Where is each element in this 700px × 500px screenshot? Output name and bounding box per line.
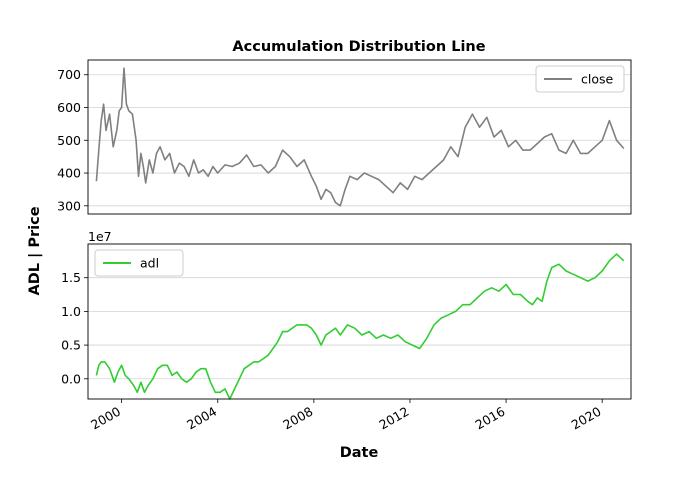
- adl-axes-frame: [87, 243, 632, 400]
- x-tick-label: 2012: [376, 404, 411, 433]
- close-legend-label: close: [581, 72, 614, 87]
- adl-y-tick-label: 0.5: [61, 338, 81, 353]
- price-axes-frame: [87, 59, 632, 215]
- close-series-line: [95, 67, 625, 207]
- adl-panel: 0.0 0.5 1.0 1.5 adl: [61, 243, 632, 400]
- x-tick-label: 2016: [473, 404, 508, 433]
- price-y-tick-label: 600: [57, 100, 81, 115]
- chart-title: Accumulation Distribution Line: [232, 39, 485, 55]
- price-panel: 300 400 500 600 700 close: [57, 59, 632, 215]
- x-tick-label: 2008: [280, 404, 315, 433]
- panels: 300 400 500 600 700 close 0.0 0.5 1.0 1.5 adl 2000 2…: [57, 59, 632, 433]
- price-legend: close: [535, 65, 625, 93]
- price-y-tick-label: 400: [57, 166, 81, 181]
- adl-offset-label: 1e7: [88, 229, 112, 244]
- y-axis-title: ADL | Price: [27, 206, 43, 295]
- x-axis-title: Date: [340, 445, 379, 461]
- price-y-tick-label: 300: [57, 198, 81, 213]
- price-y-tick-label: 500: [57, 133, 81, 148]
- adl-series-line: [95, 253, 625, 400]
- adl-legend-label: adl: [140, 256, 159, 271]
- x-tick-label: 2000: [88, 404, 123, 433]
- x-tick-label: 2020: [569, 404, 604, 433]
- legend-box: [535, 65, 625, 93]
- price-y-tick-label: 700: [57, 67, 81, 82]
- legend-box: [94, 249, 184, 277]
- x-tick-label: 2004: [184, 404, 219, 433]
- adl-legend: adl: [94, 249, 184, 277]
- adl-y-tick-label: 0.0: [61, 371, 81, 386]
- adl-y-tick-label: 1.5: [61, 270, 81, 285]
- adl-y-tick-label: 1.0: [61, 304, 81, 319]
